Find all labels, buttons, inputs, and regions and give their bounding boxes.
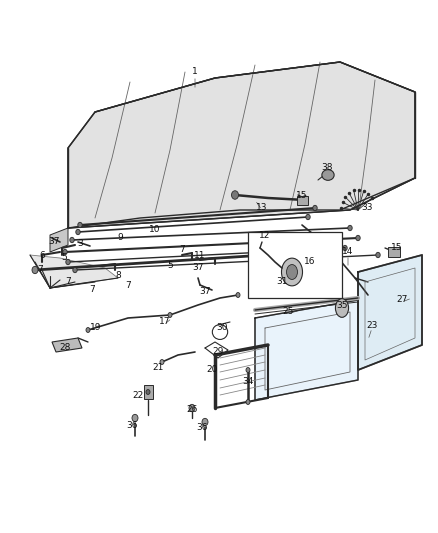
Text: 30: 30 — [216, 324, 228, 333]
Text: 7: 7 — [179, 246, 185, 254]
Circle shape — [132, 414, 138, 422]
Text: 3: 3 — [77, 239, 83, 248]
Text: 8: 8 — [115, 271, 121, 279]
Circle shape — [160, 360, 164, 365]
Text: 34: 34 — [242, 377, 254, 386]
Polygon shape — [255, 300, 358, 400]
Text: 37: 37 — [48, 238, 60, 246]
Circle shape — [313, 205, 317, 211]
Circle shape — [63, 249, 67, 255]
Bar — [388, 247, 400, 257]
Circle shape — [86, 328, 90, 333]
Text: 12: 12 — [259, 230, 271, 239]
Circle shape — [73, 268, 77, 273]
Text: 21: 21 — [152, 364, 164, 373]
Circle shape — [70, 237, 74, 243]
Circle shape — [356, 236, 360, 241]
Text: 7: 7 — [37, 265, 43, 274]
Text: 7: 7 — [125, 280, 131, 289]
Text: 37: 37 — [192, 263, 204, 272]
Text: 5: 5 — [61, 254, 67, 262]
Text: 13: 13 — [256, 204, 268, 213]
Text: 22: 22 — [132, 391, 144, 400]
Text: 36: 36 — [126, 421, 138, 430]
Text: 9: 9 — [117, 233, 123, 243]
Circle shape — [343, 245, 347, 251]
Text: 5: 5 — [167, 261, 173, 270]
Text: 33: 33 — [361, 204, 373, 213]
Text: 16: 16 — [304, 257, 316, 266]
Text: 38: 38 — [321, 163, 333, 172]
Text: 36: 36 — [196, 424, 208, 432]
Text: 26: 26 — [186, 406, 198, 415]
Text: 7: 7 — [89, 286, 95, 295]
Text: 35: 35 — [336, 301, 348, 310]
Circle shape — [66, 260, 70, 265]
Text: 10: 10 — [149, 225, 161, 235]
Text: 17: 17 — [159, 318, 171, 327]
Circle shape — [146, 390, 150, 394]
Circle shape — [236, 293, 240, 297]
Bar — [248, 232, 342, 298]
Text: 6: 6 — [39, 252, 45, 261]
Text: 23: 23 — [366, 320, 378, 329]
Text: 20: 20 — [206, 366, 218, 375]
Text: 29: 29 — [212, 348, 224, 357]
Bar — [297, 196, 307, 205]
Text: 14: 14 — [343, 247, 354, 256]
Circle shape — [202, 418, 208, 426]
Text: 19: 19 — [90, 324, 102, 333]
Polygon shape — [30, 255, 118, 288]
Text: 1: 1 — [192, 68, 198, 77]
Circle shape — [168, 312, 172, 318]
Circle shape — [376, 252, 380, 257]
Text: 11: 11 — [194, 251, 206, 260]
Text: 15: 15 — [296, 191, 308, 200]
Text: 15: 15 — [391, 244, 403, 253]
Circle shape — [262, 252, 268, 259]
Text: 28: 28 — [59, 343, 71, 352]
Polygon shape — [50, 228, 68, 252]
Text: 31: 31 — [276, 278, 288, 287]
Text: 7: 7 — [65, 278, 71, 287]
Circle shape — [246, 368, 250, 373]
Circle shape — [232, 191, 239, 199]
Ellipse shape — [282, 258, 303, 286]
Circle shape — [348, 225, 352, 231]
Circle shape — [76, 229, 80, 235]
Polygon shape — [52, 338, 82, 352]
Circle shape — [189, 405, 195, 411]
Circle shape — [306, 214, 310, 220]
Circle shape — [301, 196, 308, 204]
Circle shape — [32, 266, 38, 273]
Text: 25: 25 — [283, 308, 294, 317]
Ellipse shape — [322, 169, 334, 180]
Bar — [144, 384, 153, 399]
Circle shape — [246, 400, 250, 405]
Ellipse shape — [336, 298, 349, 317]
Polygon shape — [68, 62, 415, 228]
Text: 37: 37 — [199, 287, 211, 296]
Ellipse shape — [286, 264, 297, 279]
Text: 27: 27 — [396, 295, 408, 304]
Polygon shape — [358, 255, 422, 370]
Circle shape — [78, 222, 82, 228]
